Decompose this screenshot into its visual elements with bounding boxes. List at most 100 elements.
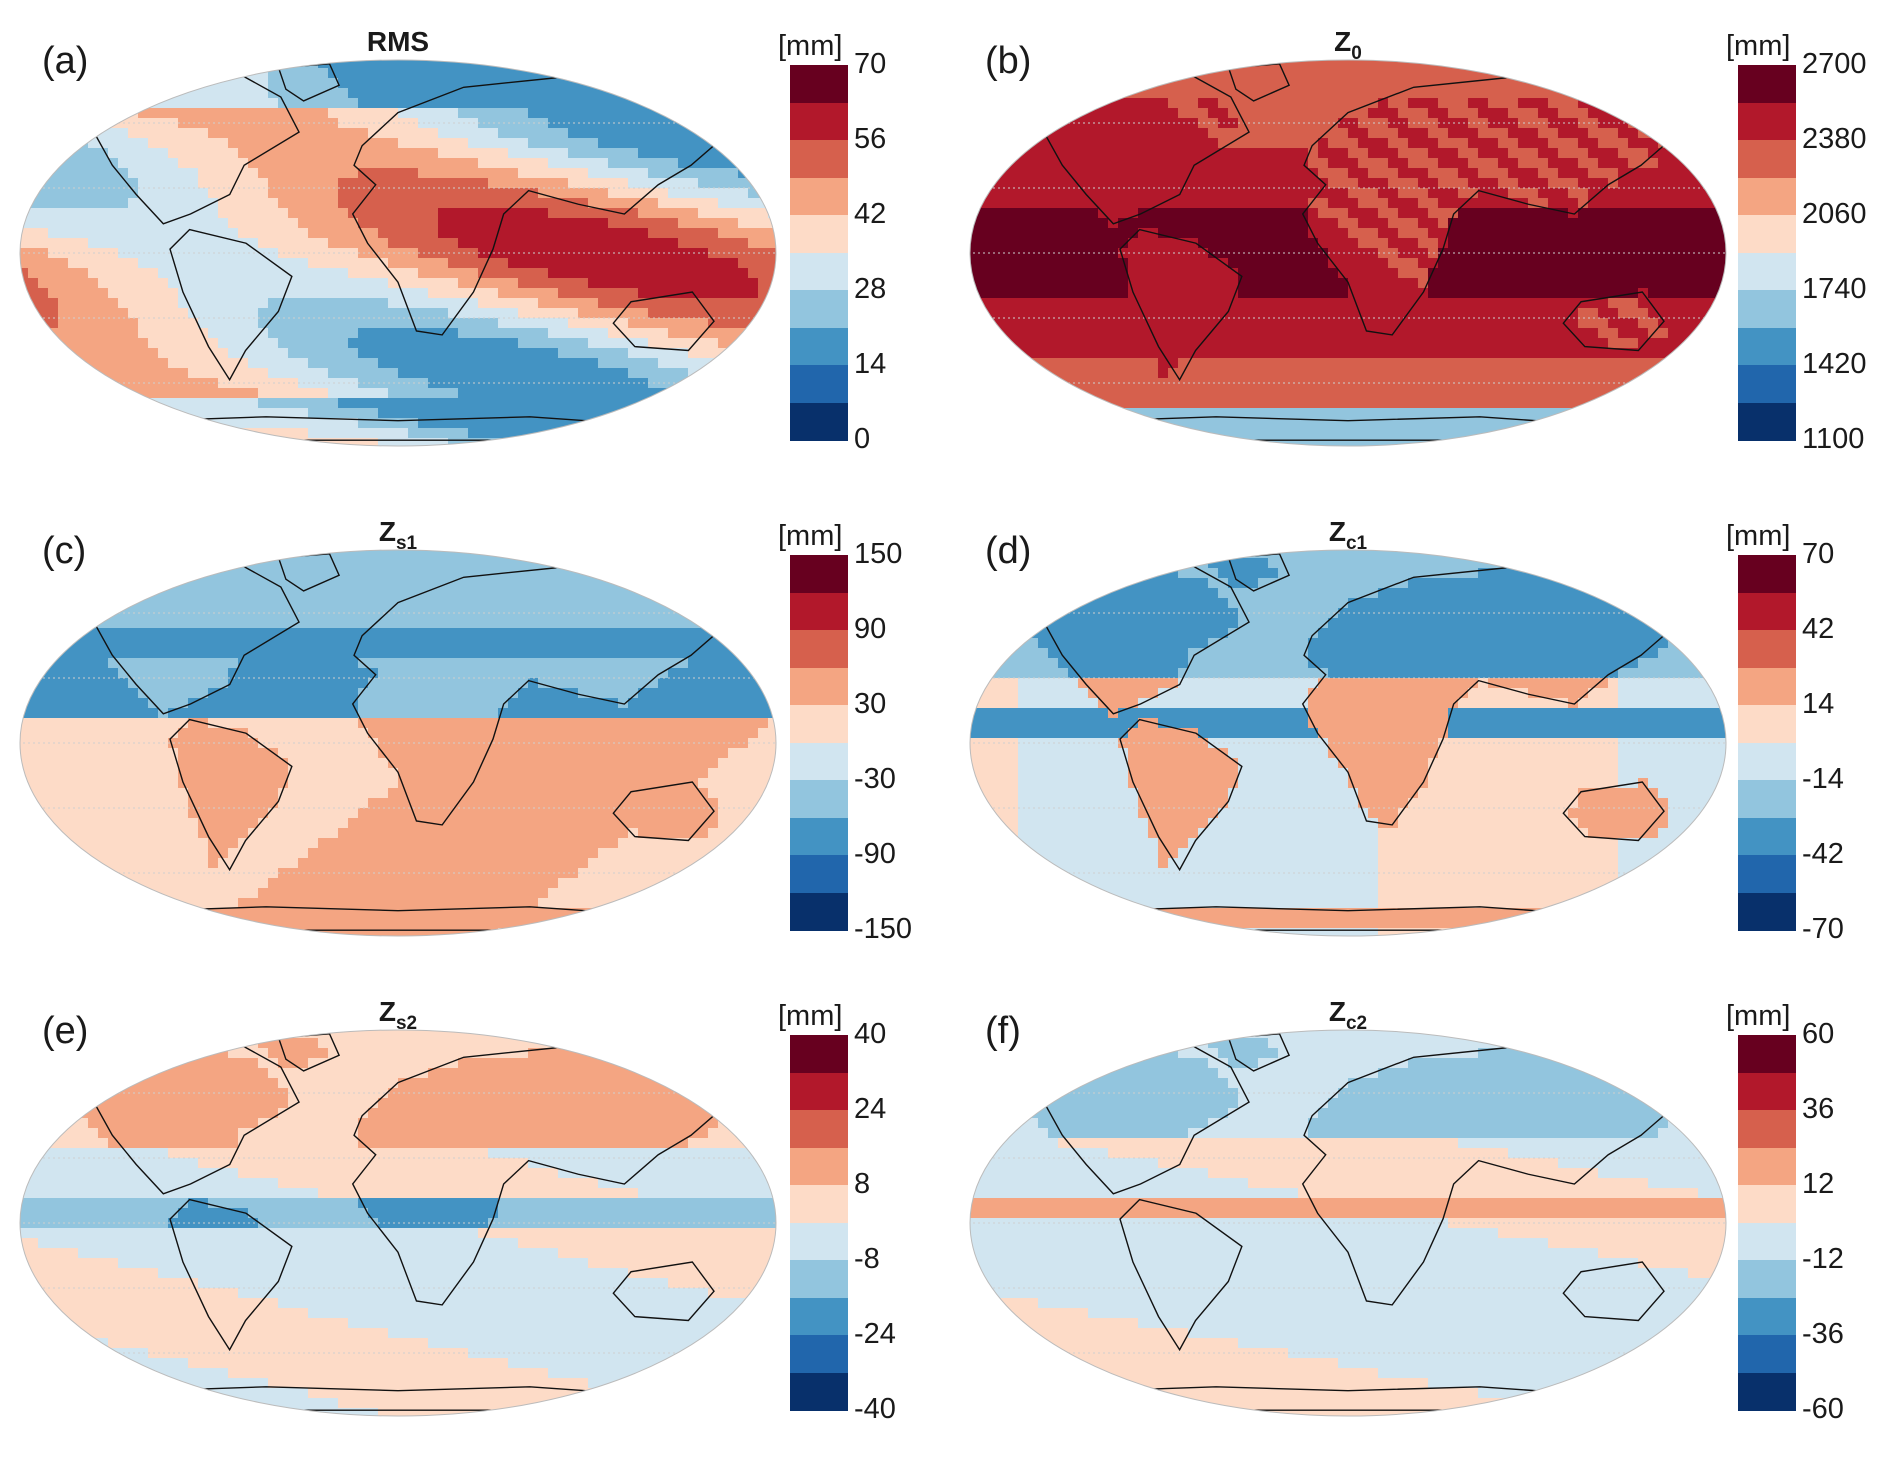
colorbar-tick-label: -90 — [854, 838, 896, 870]
panel-title: Zs2 — [298, 996, 498, 1034]
colorbar-tick-label: -60 — [1802, 1393, 1844, 1425]
colorbar-segment — [1738, 630, 1796, 668]
panel-title-subscript: s1 — [395, 533, 418, 554]
colorbar-tick-label: 1740 — [1802, 273, 1867, 305]
colorbar-tick-label: 12 — [1802, 1168, 1835, 1200]
colorbar-segment — [790, 630, 848, 668]
colorbar-segment — [1738, 215, 1796, 253]
colorbar-segment — [1738, 252, 1796, 291]
colorbar-segment — [790, 402, 848, 441]
colorbar-tick-label: -150 — [854, 913, 913, 945]
coastline — [612, 291, 715, 352]
colorbar-segment — [790, 1260, 848, 1298]
colorbar-segment — [790, 290, 848, 328]
coastline — [169, 1198, 293, 1352]
colorbar-tick-label: -14 — [1802, 763, 1844, 795]
colorbar-segment — [1738, 1297, 1796, 1336]
colorbar-tick-label: 36 — [1802, 1093, 1835, 1125]
panel-label: (c) — [42, 530, 87, 572]
map-zs2 — [19, 1029, 777, 1417]
colorbar-tick-label: 2700 — [1802, 48, 1867, 80]
colorbar-segment — [1738, 327, 1796, 366]
colorbar-segment — [790, 215, 848, 253]
colorbar-tick-label: 56 — [854, 123, 887, 155]
colorbar-segment — [1738, 102, 1796, 141]
panel-title-main: RMS — [366, 26, 430, 57]
coastline — [612, 1261, 715, 1322]
colorbar-segment — [1738, 1222, 1796, 1261]
colorbar-segment — [1738, 742, 1796, 781]
colorbar-segment — [790, 365, 848, 403]
colorbar — [790, 65, 848, 441]
colorbar-segment — [790, 1335, 848, 1373]
panel-label: (d) — [985, 530, 1032, 572]
colorbar-segment — [1738, 402, 1796, 441]
colorbar-tick-label: 2380 — [1802, 123, 1867, 155]
colorbar-segment — [790, 1110, 848, 1148]
panel-label: (e) — [42, 1010, 89, 1052]
colorbar-segment — [1738, 177, 1796, 216]
colorbar-segment — [790, 780, 848, 818]
colorbar-segment — [1738, 1110, 1796, 1148]
coastline — [1119, 718, 1243, 872]
colorbar-tick-label: 2060 — [1802, 198, 1867, 230]
colorbar-segment — [790, 555, 848, 593]
colorbar-segment — [790, 817, 848, 856]
panel-label: (a) — [42, 40, 89, 82]
panel-title: Z0 — [1248, 26, 1448, 64]
colorbar-segment — [1738, 667, 1796, 706]
panel-title-subscript: s2 — [395, 1013, 418, 1034]
colorbar-tick-label: 0 — [854, 423, 871, 455]
colorbar-tick-label: 28 — [854, 273, 887, 305]
colorbar-segment — [790, 592, 848, 631]
panel-title-subscript: 0 — [1351, 43, 1362, 64]
colorbar-unit: [mm] — [778, 1000, 843, 1032]
colorbar-segment — [790, 1372, 848, 1411]
colorbar-tick-label: -36 — [1802, 1318, 1844, 1350]
colorbar-tick-label: 1100 — [1802, 423, 1865, 455]
colorbar-tick-label: 70 — [854, 48, 887, 80]
colorbar-segment — [790, 1297, 848, 1336]
colorbar-tick-label: -40 — [854, 1393, 896, 1425]
colorbar-segment — [790, 667, 848, 706]
colorbar-tick-label: -12 — [1802, 1243, 1844, 1275]
panel-title: Zs1 — [298, 516, 498, 554]
colorbar-segment — [790, 1035, 848, 1073]
colorbar-unit: [mm] — [1726, 30, 1791, 62]
panel-title: Zc2 — [1248, 996, 1448, 1034]
coastline — [169, 718, 293, 872]
colorbar-segment — [790, 1147, 848, 1186]
map-zc2 — [969, 1029, 1727, 1417]
colorbar-tick-label: -42 — [1802, 838, 1844, 870]
colorbar-segment — [1738, 705, 1796, 743]
colorbar-segment — [1738, 1185, 1796, 1223]
colorbar-segment — [1738, 1260, 1796, 1298]
colorbar-segment — [790, 327, 848, 366]
colorbar-unit: [mm] — [1726, 520, 1791, 552]
colorbar-tick-label: 40 — [854, 1018, 887, 1050]
map-rms — [19, 59, 777, 447]
colorbar-segment — [790, 855, 848, 893]
colorbar-segment — [1738, 1147, 1796, 1186]
colorbar-tick-label: -24 — [854, 1318, 896, 1350]
colorbar-segment — [1738, 780, 1796, 818]
colorbar-segment — [1738, 290, 1796, 328]
colorbar-tick-label: 90 — [854, 613, 887, 645]
panel-title: RMS — [298, 26, 498, 58]
panel-title-subscript: c2 — [1345, 1013, 1368, 1034]
colorbar-segment — [1738, 1072, 1796, 1111]
colorbar-tick-label: 14 — [1802, 688, 1835, 720]
coastline — [1562, 1261, 1665, 1322]
colorbar-segment — [790, 705, 848, 743]
panel-title-main: Z — [1334, 26, 1352, 57]
colorbar — [790, 1035, 848, 1411]
colorbar-segment — [1738, 65, 1796, 103]
coastline — [1562, 291, 1665, 352]
coastline — [612, 781, 715, 842]
panel-title-main: Z — [378, 516, 396, 547]
colorbar-segment — [1738, 555, 1796, 593]
colorbar-tick-label: 8 — [854, 1168, 871, 1200]
colorbar-tick-label: 60 — [1802, 1018, 1835, 1050]
colorbar-tick-label: 14 — [854, 348, 887, 380]
colorbar — [1738, 65, 1796, 441]
